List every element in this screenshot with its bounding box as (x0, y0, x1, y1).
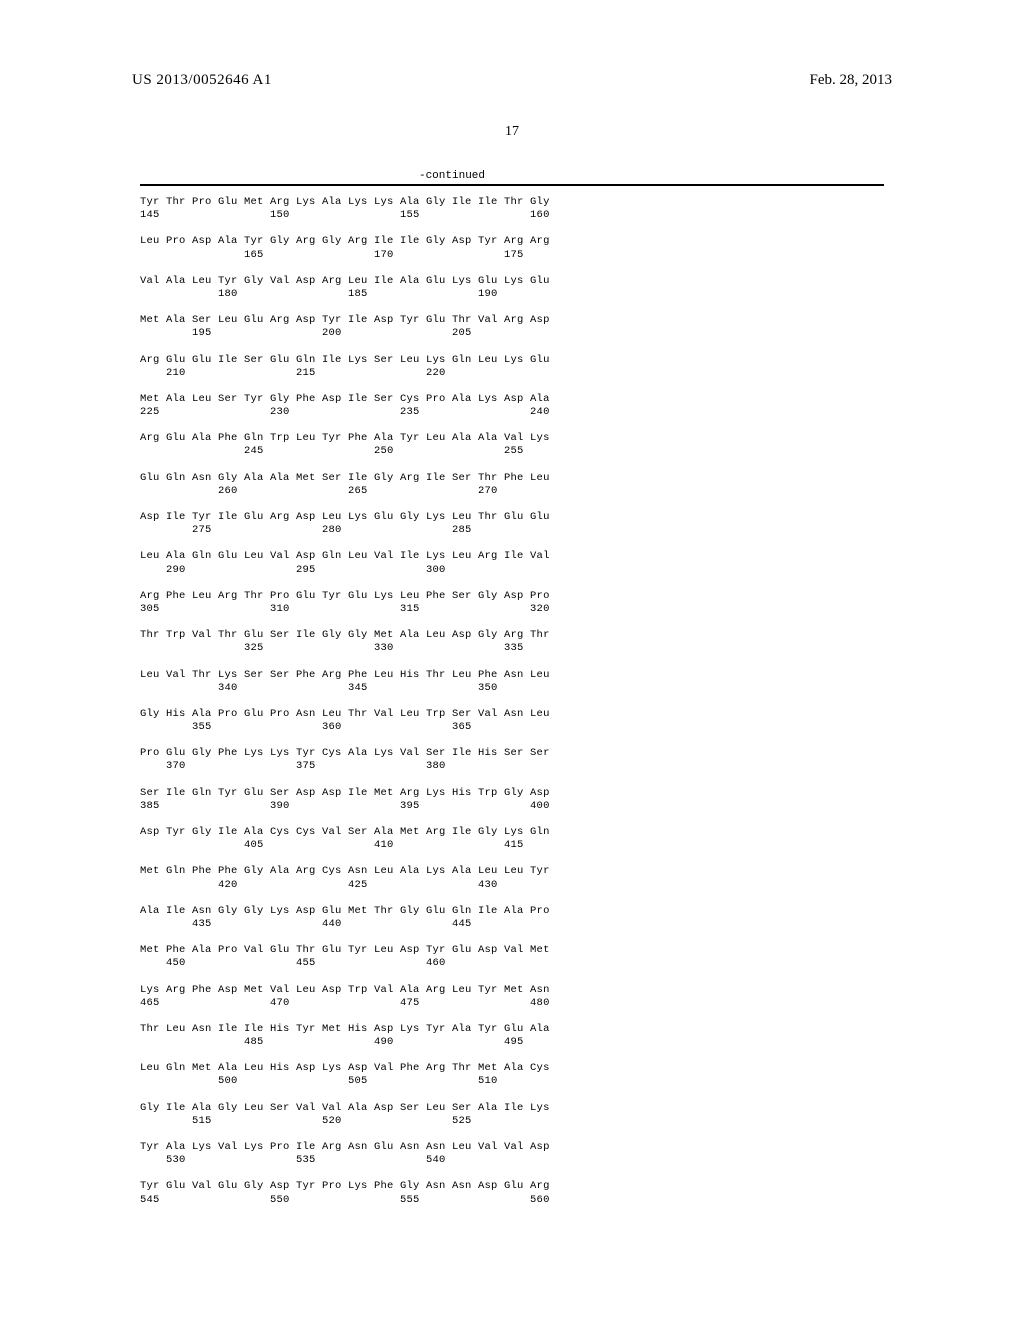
continued-label: -continued (140, 170, 884, 182)
page-number: 17 (0, 124, 1024, 140)
sequence-listing: Tyr Thr Pro Glu Met Arg Lys Ala Lys Lys … (140, 196, 884, 1207)
sequence-listing-block: -continued Tyr Thr Pro Glu Met Arg Lys A… (140, 170, 884, 1217)
continued-rule (140, 184, 884, 186)
publication-date: Feb. 28, 2013 (810, 72, 893, 89)
patent-page: US 2013/0052646 A1 Feb. 28, 2013 17 -con… (0, 0, 1024, 1320)
publication-id: US 2013/0052646 A1 (132, 72, 272, 89)
